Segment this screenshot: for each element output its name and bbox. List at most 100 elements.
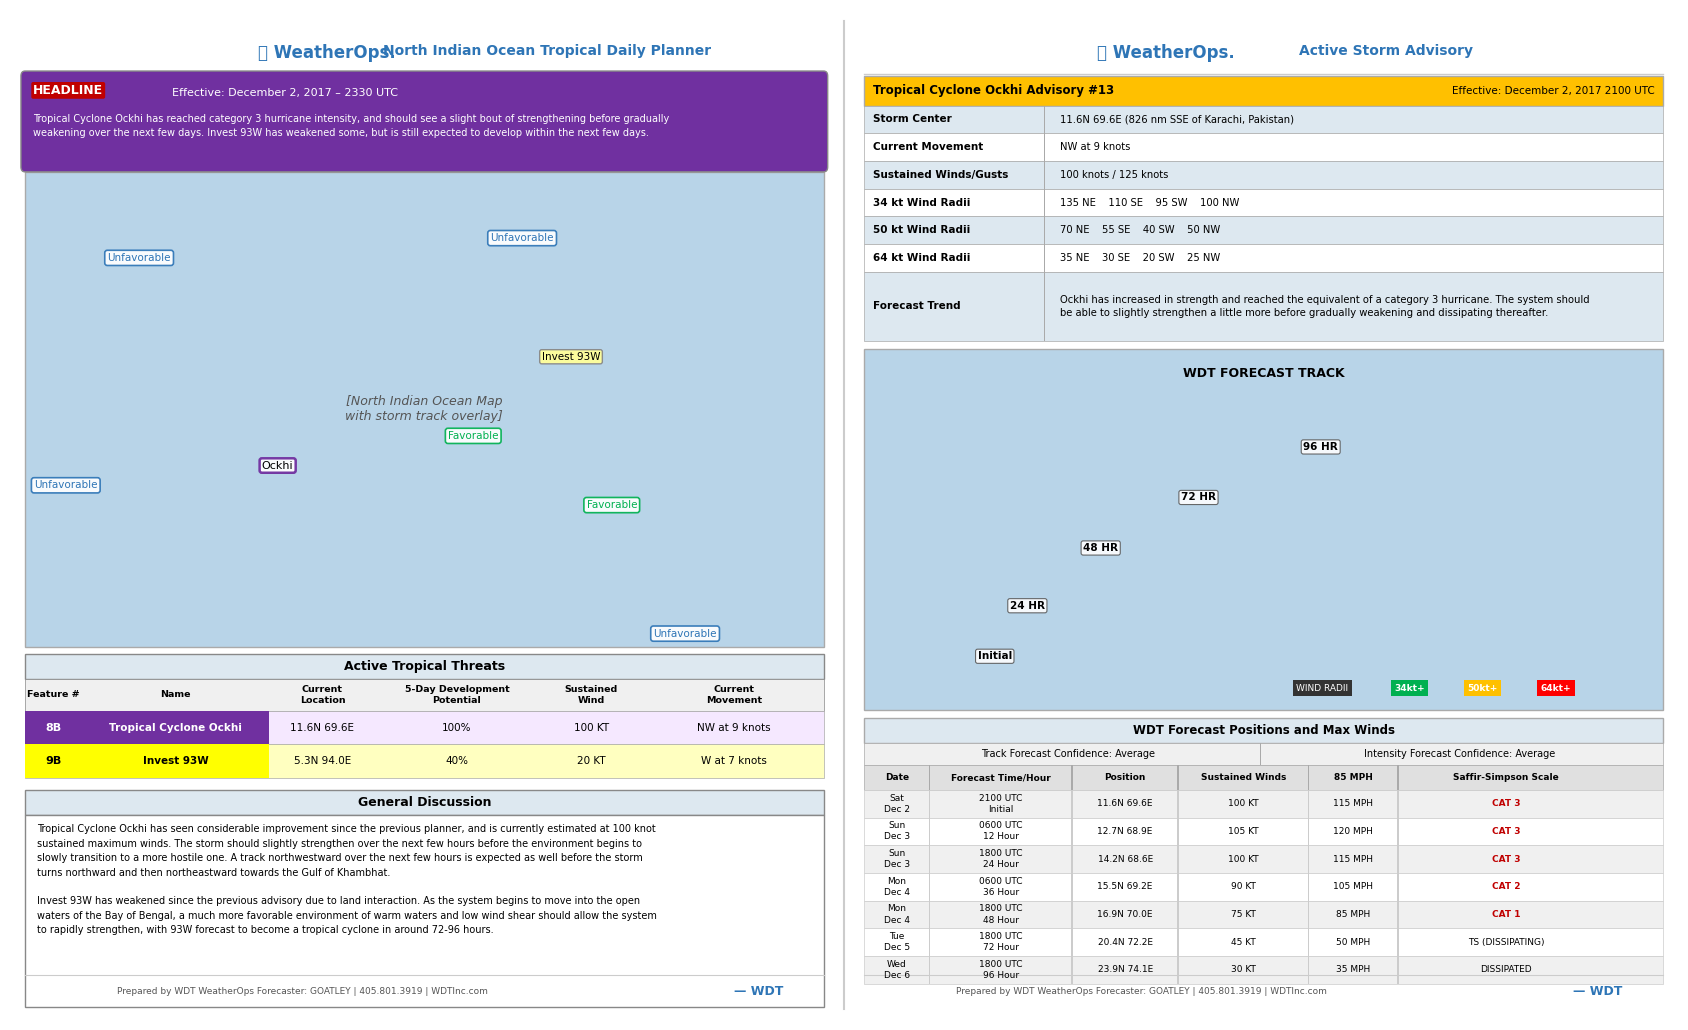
Text: Favorable: Favorable [447, 431, 498, 441]
FancyBboxPatch shape [864, 188, 1663, 216]
Text: 1800 UTC
72 Hour: 1800 UTC 72 Hour [979, 932, 1023, 952]
FancyBboxPatch shape [864, 928, 1663, 956]
FancyBboxPatch shape [864, 900, 1663, 928]
Text: Invest 93W: Invest 93W [143, 756, 209, 766]
FancyBboxPatch shape [864, 846, 1663, 873]
FancyBboxPatch shape [864, 244, 1663, 272]
Text: 115 MPH: 115 MPH [1334, 799, 1374, 809]
Text: 75 KT: 75 KT [1231, 909, 1256, 919]
Text: 35 MPH: 35 MPH [1337, 965, 1371, 974]
FancyBboxPatch shape [864, 765, 1663, 790]
FancyBboxPatch shape [864, 216, 1663, 244]
Text: Intensity Forecast Confidence: Average: Intensity Forecast Confidence: Average [1364, 749, 1555, 759]
Text: Storm Center: Storm Center [873, 114, 952, 125]
Text: 30 KT: 30 KT [1231, 965, 1256, 974]
FancyBboxPatch shape [25, 745, 83, 778]
Text: Initial: Initial [977, 651, 1011, 661]
Text: 5.3N 94.0E: 5.3N 94.0E [294, 756, 351, 766]
Text: 105 MPH: 105 MPH [1334, 883, 1374, 891]
Text: Saffir-Simpson Scale: Saffir-Simpson Scale [1453, 774, 1560, 782]
Text: North Indian Ocean Tropical Daily Planner: North Indian Ocean Tropical Daily Planne… [383, 44, 711, 59]
Text: WIND RADII: WIND RADII [1296, 684, 1349, 692]
Text: Sun
Dec 3: Sun Dec 3 [885, 821, 910, 842]
Text: 50 kt Wind Radii: 50 kt Wind Radii [873, 226, 971, 235]
FancyBboxPatch shape [864, 818, 1663, 846]
Text: 90 KT: 90 KT [1231, 883, 1256, 891]
Text: 1800 UTC
96 Hour: 1800 UTC 96 Hour [979, 960, 1023, 980]
Text: Active Tropical Threats: Active Tropical Threats [344, 660, 505, 674]
Text: 115 MPH: 115 MPH [1334, 855, 1374, 863]
FancyBboxPatch shape [83, 745, 270, 778]
Text: Current
Movement: Current Movement [706, 685, 761, 705]
Text: Position: Position [1104, 774, 1146, 782]
Text: CAT 3: CAT 3 [1492, 799, 1521, 809]
Text: 0600 UTC
36 Hour: 0600 UTC 36 Hour [979, 877, 1023, 897]
Text: 35 NE    30 SE    20 SW    25 NW: 35 NE 30 SE 20 SW 25 NW [1060, 253, 1220, 263]
Text: — WDT: — WDT [734, 985, 783, 998]
Text: ⛅ WeatherOps.: ⛅ WeatherOps. [1097, 44, 1234, 63]
Text: 135 NE    110 SE    95 SW    100 NW: 135 NE 110 SE 95 SW 100 NW [1060, 198, 1239, 207]
Text: 96 HR: 96 HR [1303, 442, 1339, 452]
Text: Tropical Cyclone Ockhi has seen considerable improvement since the previous plan: Tropical Cyclone Ockhi has seen consider… [37, 824, 657, 935]
Text: Date: Date [885, 774, 910, 782]
FancyBboxPatch shape [25, 711, 824, 745]
FancyBboxPatch shape [864, 790, 1663, 818]
Text: Forecast Time/Hour: Forecast Time/Hour [950, 774, 1050, 782]
Text: DISSIPATED: DISSIPATED [1480, 965, 1533, 974]
Text: NW at 9 knots: NW at 9 knots [697, 723, 771, 732]
FancyBboxPatch shape [25, 654, 824, 679]
Text: TS (DISSIPATING): TS (DISSIPATING) [1469, 937, 1545, 947]
Text: Tropical Cyclone Ockhi: Tropical Cyclone Ockhi [110, 723, 241, 732]
Text: Name: Name [160, 690, 191, 699]
Text: Effective: December 2, 2017 2100 UTC: Effective: December 2, 2017 2100 UTC [1452, 85, 1654, 96]
Text: Sustained Winds: Sustained Winds [1200, 774, 1286, 782]
Text: 64 kt Wind Radii: 64 kt Wind Radii [873, 253, 971, 263]
Text: 100 KT: 100 KT [574, 723, 609, 732]
Text: 34 kt Wind Radii: 34 kt Wind Radii [873, 198, 971, 207]
Text: Sun
Dec 3: Sun Dec 3 [885, 849, 910, 869]
FancyBboxPatch shape [864, 133, 1663, 161]
Text: Tropical Cyclone Ockhi has reached category 3 hurricane intensity, and should se: Tropical Cyclone Ockhi has reached categ… [34, 113, 670, 138]
Text: 70 NE    55 SE    40 SW    50 NW: 70 NE 55 SE 40 SW 50 NW [1060, 226, 1220, 235]
Text: 8B: 8B [46, 723, 62, 732]
Text: 1800 UTC
24 Hour: 1800 UTC 24 Hour [979, 849, 1023, 869]
FancyBboxPatch shape [864, 956, 1663, 984]
Text: CAT 3: CAT 3 [1492, 827, 1521, 836]
Text: 15.5N 69.2E: 15.5N 69.2E [1097, 883, 1153, 891]
Text: CAT 2: CAT 2 [1492, 883, 1521, 891]
Text: Sat
Dec 2: Sat Dec 2 [885, 794, 910, 814]
FancyBboxPatch shape [25, 745, 824, 778]
Text: Unfavorable: Unfavorable [491, 233, 554, 243]
Text: Current Movement: Current Movement [873, 142, 982, 152]
Text: 16.9N 70.0E: 16.9N 70.0E [1097, 909, 1153, 919]
Text: 11.6N 69.6E (826 nm SSE of Karachi, Pakistan): 11.6N 69.6E (826 nm SSE of Karachi, Paki… [1060, 114, 1295, 125]
Text: 100 KT: 100 KT [1227, 855, 1259, 863]
Text: Tue
Dec 5: Tue Dec 5 [885, 932, 910, 952]
Text: 24 HR: 24 HR [1009, 600, 1045, 611]
Text: 50 MPH: 50 MPH [1337, 937, 1371, 947]
Text: 64kt+: 64kt+ [1541, 684, 1572, 692]
Text: W at 7 knots: W at 7 knots [701, 756, 766, 766]
Text: 11.6N 69.6E: 11.6N 69.6E [1097, 799, 1153, 809]
Text: 105 KT: 105 KT [1227, 827, 1259, 836]
Text: CAT 3: CAT 3 [1492, 855, 1521, 863]
Text: Unfavorable: Unfavorable [34, 480, 98, 490]
Text: Current
Location: Current Location [300, 685, 346, 705]
Text: Favorable: Favorable [586, 501, 636, 510]
Text: 11.6N 69.6E: 11.6N 69.6E [290, 723, 354, 732]
Text: 100 KT: 100 KT [1227, 799, 1259, 809]
Text: Forecast Trend: Forecast Trend [873, 302, 960, 311]
Text: Prepared by WDT WeatherOps Forecaster: GOATLEY | 405.801.3919 | WDTInc.com: Prepared by WDT WeatherOps Forecaster: G… [116, 987, 488, 996]
Text: 45 KT: 45 KT [1231, 937, 1256, 947]
Text: NW at 9 knots: NW at 9 knots [1060, 142, 1131, 152]
Text: Ockhi: Ockhi [262, 460, 294, 471]
Text: WDT Forecast Positions and Max Winds: WDT Forecast Positions and Max Winds [1133, 724, 1394, 737]
Text: HEADLINE: HEADLINE [34, 83, 103, 97]
Text: Effective: December 2, 2017 – 2330 UTC: Effective: December 2, 2017 – 2330 UTC [172, 88, 398, 98]
Text: 100%: 100% [442, 723, 471, 732]
Text: 40%: 40% [446, 756, 469, 766]
Text: — WDT: — WDT [1573, 985, 1622, 998]
FancyBboxPatch shape [864, 161, 1663, 188]
Text: 50kt+: 50kt+ [1467, 684, 1497, 692]
FancyBboxPatch shape [864, 76, 1663, 106]
